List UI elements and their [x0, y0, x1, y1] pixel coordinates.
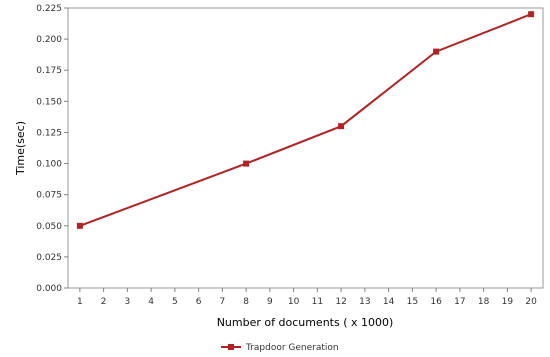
x-tick-label: 7 — [220, 297, 226, 307]
x-tick-label: 14 — [383, 297, 395, 307]
x-tick-label: 6 — [196, 297, 202, 307]
x-axis-title: Number of documents ( x 1000) — [217, 316, 394, 329]
x-tick-label: 13 — [359, 297, 370, 307]
x-tick-label: 16 — [430, 297, 442, 307]
x-tick-label: 1 — [77, 297, 83, 307]
y-axis-ticks: 0.000 0.025 0.050 0.075 0.100 0.125 0.150 0.175… — [36, 4, 68, 294]
x-tick-label: 4 — [148, 297, 154, 307]
y-tick-label: 0.125 — [36, 128, 62, 138]
x-tick-label: 9 — [267, 297, 273, 307]
y-tick-label: 0.000 — [36, 284, 62, 294]
data-point — [528, 11, 535, 18]
y-axis-title: Time(sec) — [14, 121, 27, 176]
data-point — [338, 123, 345, 130]
x-tick-label: 20 — [525, 297, 537, 307]
plot-area — [67, 7, 544, 289]
y-tick-label: 0.025 — [36, 253, 62, 263]
y-tick-label: 0.225 — [36, 4, 62, 14]
x-axis-ticks: 1 2 3 4 5 6 7 8 9 10 11 12 13 14 15 16 17 18 19 20 — [77, 288, 537, 307]
data-point — [243, 160, 250, 167]
y-tick-label: 0.100 — [36, 160, 62, 170]
legend-label: Trapdoor Generation — [245, 343, 339, 353]
x-tick-label: 10 — [288, 297, 300, 307]
series-layer — [76, 11, 535, 229]
x-tick-label: 11 — [312, 297, 323, 307]
x-tick-label: 3 — [125, 297, 131, 307]
x-tick-label: 12 — [335, 297, 346, 307]
x-tick-label: 5 — [172, 297, 178, 307]
y-tick-label: 0.175 — [36, 66, 62, 76]
x-tick-label: 19 — [502, 297, 514, 307]
data-point — [76, 222, 83, 229]
legend-marker — [228, 344, 234, 350]
x-tick-label: 8 — [243, 297, 249, 307]
x-tick-label: 15 — [407, 297, 418, 307]
x-tick-label: 18 — [478, 297, 490, 307]
legend: Trapdoor Generation — [221, 343, 339, 353]
data-point — [433, 48, 440, 55]
y-tick-label: 0.075 — [36, 191, 62, 201]
y-tick-label: 0.050 — [36, 222, 62, 232]
y-tick-label: 0.150 — [36, 97, 62, 107]
x-tick-label: 17 — [454, 297, 465, 307]
x-tick-label: 2 — [101, 297, 107, 307]
y-tick-label: 0.200 — [36, 35, 62, 45]
